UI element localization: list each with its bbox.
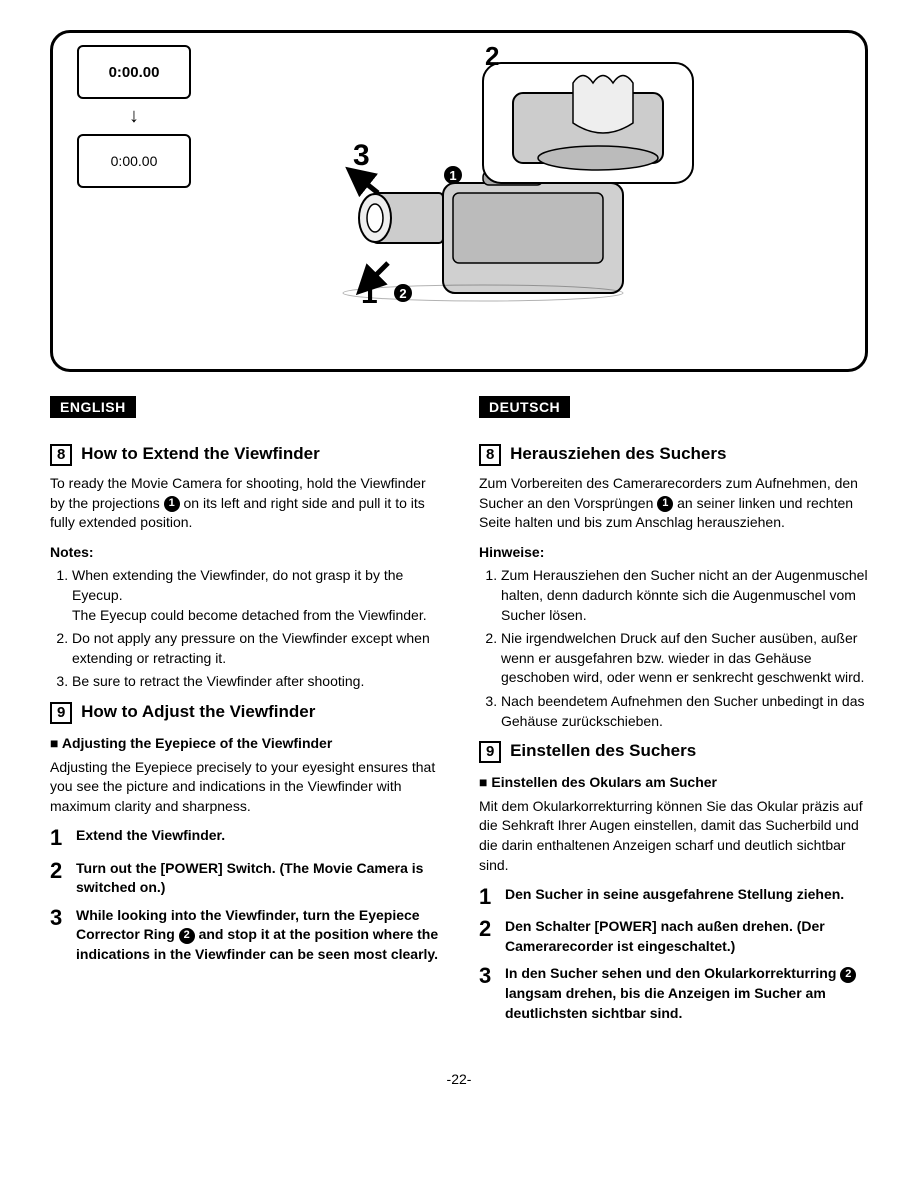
de-note-2: Nie irgendwelchen Druck auf den Sucher a…	[501, 629, 868, 688]
de-section-9-title: 9 Einstellen des Suchers	[479, 741, 868, 763]
deutsch-badge: DEUTSCH	[479, 396, 570, 418]
svg-text:1: 1	[449, 168, 456, 183]
en-s8-intro: To ready the Movie Camera for shooting, …	[50, 474, 439, 533]
svg-text:2: 2	[399, 286, 406, 301]
viewfinder-display-after: 0:00.00	[77, 134, 191, 188]
de-s9-desc: Mit dem Okularkorrekturring können Sie d…	[479, 797, 868, 875]
en-note-2: Do not apply any pressure on the Viewfin…	[72, 629, 439, 668]
en-s9-desc: Adjusting the Eyepiece precisely to your…	[50, 758, 439, 817]
de-note-1: Zum Herausziehen den Sucher nicht an der…	[501, 566, 868, 625]
de-notes-list: Zum Herausziehen den Sucher nicht an der…	[479, 566, 868, 731]
de-notes-label: Hinweise:	[479, 543, 868, 563]
circled-2-icon: 2	[179, 928, 195, 944]
de-s9-heading: Einstellen des Suchers	[510, 741, 696, 760]
en-section-8-title: 8 How to Extend the Viewfinder	[50, 444, 439, 466]
en-s9-heading: How to Adjust the Viewfinder	[81, 702, 315, 721]
box-number-8: 8	[50, 444, 72, 466]
de-section-8-title: 8 Herausziehen des Suchers	[479, 444, 868, 466]
diagram-label-1: 1	[361, 277, 378, 310]
de-steps: 1 Den Sucher in seine ausgefahrene Stell…	[479, 885, 868, 1023]
time-plain: 0:00.00	[111, 153, 158, 169]
arrow-down-icon: ↓	[77, 105, 191, 128]
en-notes-list: When extending the Viewfinder, do not gr…	[50, 566, 439, 692]
viewfinder-display-before: 0:00.00	[77, 45, 191, 99]
circled-1-icon: 1	[164, 496, 180, 512]
en-steps: 1 Extend the Viewfinder. 2 Turn out the …	[50, 826, 439, 964]
en-step-2: 2 Turn out the [POWER] Switch. (The Movi…	[50, 859, 439, 898]
diagram-label-2: 2	[485, 43, 499, 71]
box-number-8-de: 8	[479, 444, 501, 466]
en-s8-heading: How to Extend the Viewfinder	[81, 444, 320, 463]
camera-illustration-hand: 2	[473, 43, 713, 196]
en-note-3: Be sure to retract the Viewfinder after …	[72, 672, 439, 692]
circled-2-icon-de: 2	[840, 967, 856, 983]
de-s9-subheading: Einstellen des Okulars am Sucher	[479, 773, 868, 793]
deutsch-column: DEUTSCH 8 Herausziehen des Suchers Zum V…	[479, 396, 868, 1031]
de-s8-intro: Zum Vorbereiten des Camerarecorders zum …	[479, 474, 868, 533]
en-s9-subheading: Adjusting the Eyepiece of the Viewfinder	[50, 734, 439, 754]
box-number-9: 9	[50, 702, 72, 724]
de-step-3: 3 In den Sucher sehen und den Okularkorr…	[479, 964, 868, 1023]
english-column: ENGLISH 8 How to Extend the Viewfinder T…	[50, 396, 439, 1031]
en-section-9-title: 9 How to Adjust the Viewfinder	[50, 702, 439, 724]
page-number: -22-	[50, 1071, 868, 1087]
english-badge: ENGLISH	[50, 396, 136, 418]
circled-1-icon-de: 1	[657, 496, 673, 512]
time-bold: 0:00.00	[109, 64, 160, 81]
de-step-1: 1 Den Sucher in seine ausgefahrene Stell…	[479, 885, 868, 909]
en-note-1: When extending the Viewfinder, do not gr…	[72, 566, 439, 625]
en-notes-label: Notes:	[50, 543, 439, 563]
diagram-label-3: 3	[353, 139, 370, 172]
instruction-diagram: 0:00.00 ↓ 0:00.00	[50, 30, 868, 372]
de-note-3: Nach beendetem Aufnehmen den Sucher unbe…	[501, 692, 868, 731]
box-number-9-de: 9	[479, 741, 501, 763]
de-s8-heading: Herausziehen des Suchers	[510, 444, 726, 463]
en-step-3: 3 While looking into the Viewfinder, tur…	[50, 906, 439, 965]
en-step-1: 1 Extend the Viewfinder.	[50, 826, 439, 850]
de-step-2: 2 Den Schalter [POWER] nach außen drehen…	[479, 917, 868, 956]
